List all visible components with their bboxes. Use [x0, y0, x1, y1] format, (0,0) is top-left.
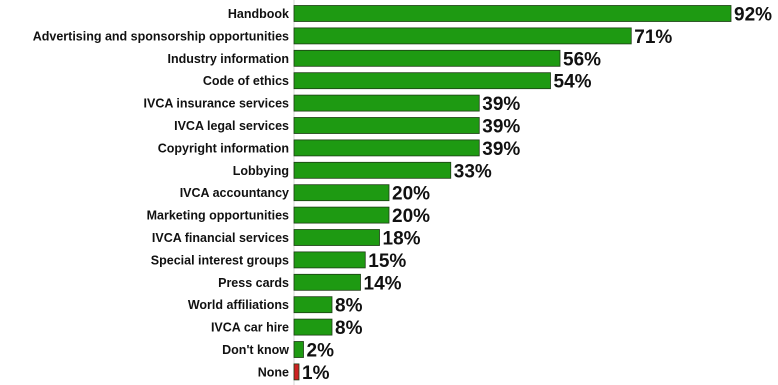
value-label-5: 39%: [482, 117, 520, 138]
category-label-9: Marketing opportunities: [147, 209, 289, 223]
bar-0: [293, 5, 732, 22]
value-label-8: 20%: [392, 184, 430, 205]
category-label-10: IVCA financial services: [152, 231, 289, 245]
category-label-4: IVCA insurance services: [144, 97, 289, 111]
value-label-0: 92%: [734, 5, 772, 26]
bar-4: [293, 94, 480, 112]
bar-2: [293, 49, 561, 67]
bar-9: [293, 206, 390, 224]
value-label-7: 33%: [454, 161, 492, 182]
bar-13: [293, 296, 333, 314]
value-label-11: 15%: [368, 251, 406, 272]
category-label-12: Press cards: [218, 276, 289, 290]
value-label-14: 8%: [335, 318, 363, 339]
category-label-5: IVCA legal services: [174, 119, 289, 133]
category-label-7: Lobbying: [233, 164, 289, 178]
bar-1: [293, 27, 632, 45]
bars-group: [293, 5, 732, 381]
category-label-2: Industry information: [167, 52, 289, 66]
value-labels-group: 92%71%56%54%39%39%39%33%20%20%18%15%14%8…: [302, 5, 772, 384]
value-label-16: 1%: [302, 363, 330, 384]
category-label-3: Code of ethics: [203, 74, 289, 88]
category-label-6: Copyright information: [158, 141, 289, 155]
bar-10: [293, 229, 380, 246]
value-label-3: 54%: [554, 72, 592, 93]
bar-14: [293, 318, 333, 336]
value-label-13: 8%: [335, 296, 363, 317]
bar-7: [293, 161, 452, 179]
category-label-15: Don't know: [222, 343, 289, 357]
category-labels-group: Handbook Advertising and sponsorship oppo…: [33, 7, 290, 379]
bar-16: [293, 363, 300, 381]
bar-8: [293, 184, 390, 202]
bar-3: [293, 72, 551, 90]
value-label-15: 2%: [307, 341, 335, 362]
value-label-12: 14%: [364, 273, 402, 294]
bar-12: [293, 273, 361, 291]
value-label-10: 18%: [383, 229, 421, 250]
category-label-16: None: [258, 365, 289, 379]
category-label-14: IVCA car hire: [211, 321, 289, 335]
category-label-11: Special interest groups: [151, 253, 289, 267]
category-label-13: World affiliations: [188, 298, 289, 312]
value-label-4: 39%: [482, 94, 520, 115]
bar-15: [293, 341, 304, 358]
bar-11: [293, 251, 366, 269]
category-label-1: Advertising and sponsorship opportunitie…: [33, 29, 289, 43]
value-label-6: 39%: [482, 139, 520, 160]
value-label-1: 71%: [634, 27, 672, 48]
bar-6: [293, 139, 480, 157]
category-label-0: Handbook: [228, 7, 289, 21]
category-label-8: IVCA accountancy: [180, 186, 289, 200]
value-label-2: 56%: [563, 49, 601, 70]
bar-5: [293, 117, 480, 134]
value-label-9: 20%: [392, 206, 430, 227]
